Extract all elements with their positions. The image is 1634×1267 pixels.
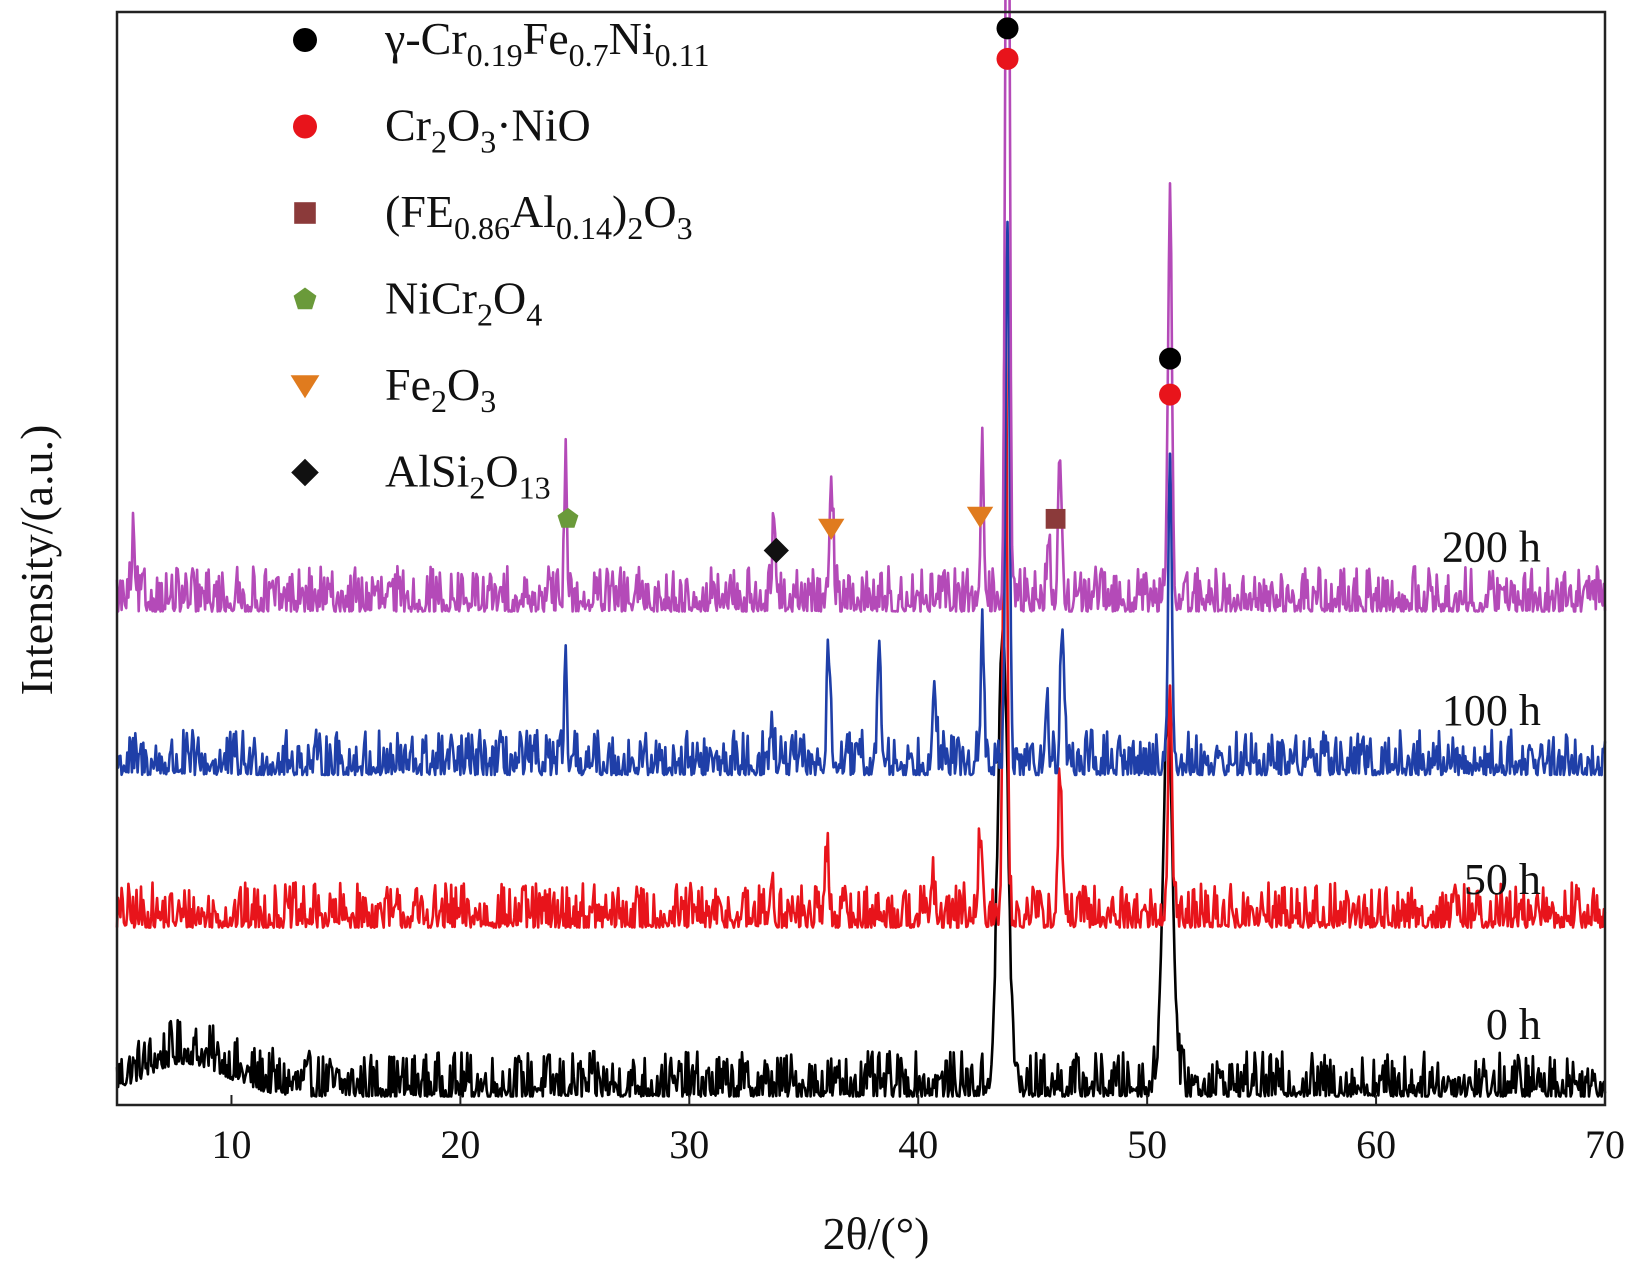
triangle-down-icon [818,518,845,540]
pentagon-icon [557,507,579,528]
legend-label-gamma: γ-Cr0.19Fe0.7Ni0.11 [384,13,709,73]
series-label: 200 h [1442,522,1541,571]
legend-label-feal: (FE0.86Al0.14)2O3 [385,186,693,246]
x-tick-label: 20 [440,1122,480,1167]
legend-nicr2o4-pentagon-icon [293,287,317,310]
series-line-50h [115,272,1607,929]
series-label: 50 h [1464,855,1541,904]
diamond-icon [763,537,789,564]
series-line-0h [115,626,1607,1098]
circle-icon [1159,383,1182,406]
legend-label-alsi2o13: AlSi2O13 [385,446,551,506]
legend-fe2o3-triangle-down-icon [290,375,320,399]
circle-icon [996,17,1019,40]
series-label: 0 h [1486,1000,1541,1049]
x-tick-label: 70 [1585,1122,1625,1167]
legend-alsi2o13-diamond-icon [291,458,319,487]
series-layer [115,0,1607,1098]
peak-marker-layer [557,17,1182,564]
x-tick-layer: 10 20 30 40 50 60 70 [211,1095,1625,1167]
legend-label-nicr2o4: NiCr2O4 [385,273,542,333]
x-tick-label: 50 [1127,1122,1167,1167]
series-line-100h [116,220,1607,777]
circle-icon [1159,347,1182,370]
x-tick-label: 40 [898,1122,938,1167]
legend: γ-Cr0.19Fe0.7Ni0.11 Cr2O3·NiO (FE0.86Al0.1… [290,13,709,506]
series-label: 100 h [1442,686,1541,735]
legend-feal-square-icon [294,202,316,224]
square-icon [1045,508,1066,529]
plot-frame [115,10,1607,1107]
x-axis-label: 2θ/(°) [823,1208,930,1259]
y-axis-label: Intensity/(a.u.) [11,425,62,696]
x-tick-label: 60 [1356,1122,1396,1167]
legend-cr2o3nio-circle-icon [293,114,317,139]
series-line-200h [115,0,1607,613]
legend-gamma-circle-icon [293,28,317,52]
series-label-layer: 200 h 100 h 50 h 0 h [1442,522,1541,1048]
triangle-down-icon [966,506,994,528]
legend-label-fe2o3: Fe2O3 [385,359,496,419]
circle-icon [996,47,1019,70]
legend-label-cr2o3nio: Cr2O3·NiO [385,100,591,160]
x-tick-label: 10 [211,1122,251,1167]
x-tick-label: 30 [669,1122,709,1167]
